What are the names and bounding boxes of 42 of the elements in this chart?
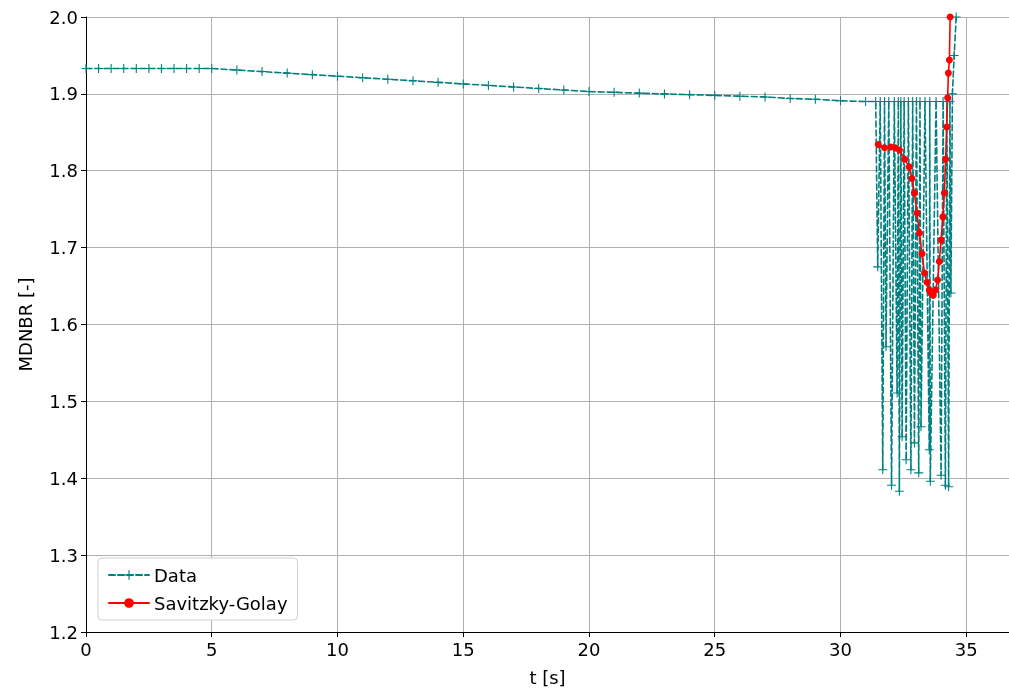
point xyxy=(921,269,928,277)
point xyxy=(940,189,948,197)
point xyxy=(932,286,940,294)
point xyxy=(874,141,882,149)
point xyxy=(942,155,950,163)
y-tick-label: 2.0 xyxy=(49,6,78,28)
y-tick-label: 1.9 xyxy=(49,83,78,105)
point xyxy=(939,213,947,221)
x-tick-label: 30 xyxy=(829,638,852,660)
x-tick-label: 15 xyxy=(451,638,475,660)
y-tick-label: 1.4 xyxy=(49,467,78,489)
y-tick-label: 1.3 xyxy=(49,544,78,566)
y-axis-title: MDNBR [-] xyxy=(14,277,36,372)
x-tick-label: 20 xyxy=(577,638,601,660)
point xyxy=(935,257,943,265)
y-tick-label: 1.7 xyxy=(49,237,78,259)
point xyxy=(944,69,952,77)
point xyxy=(918,250,926,258)
x-tick-label: 0 xyxy=(80,638,92,660)
point xyxy=(908,174,916,182)
point xyxy=(934,276,942,284)
point xyxy=(943,123,951,131)
point xyxy=(923,278,931,286)
x-axis-title: t [s] xyxy=(529,666,566,688)
y-tick-label: 1.5 xyxy=(49,390,78,412)
point xyxy=(944,94,952,102)
point xyxy=(915,229,923,237)
y-tick-label: 1.8 xyxy=(49,160,78,182)
point xyxy=(945,56,953,64)
x-tick-label: 35 xyxy=(954,638,978,660)
x-tick-label: 10 xyxy=(326,638,349,660)
y-tick-label: 1.2 xyxy=(49,621,78,643)
x-tick-label: 5 xyxy=(206,638,218,660)
y-tick-label: 1.6 xyxy=(49,314,78,335)
x-tick-label: 25 xyxy=(703,638,727,660)
point xyxy=(895,146,903,154)
legend-label: Data xyxy=(154,564,197,586)
point xyxy=(881,144,889,152)
legend-label: Savitzky-Golay xyxy=(154,592,288,614)
point xyxy=(905,163,913,171)
point xyxy=(910,189,918,197)
point xyxy=(901,155,909,163)
